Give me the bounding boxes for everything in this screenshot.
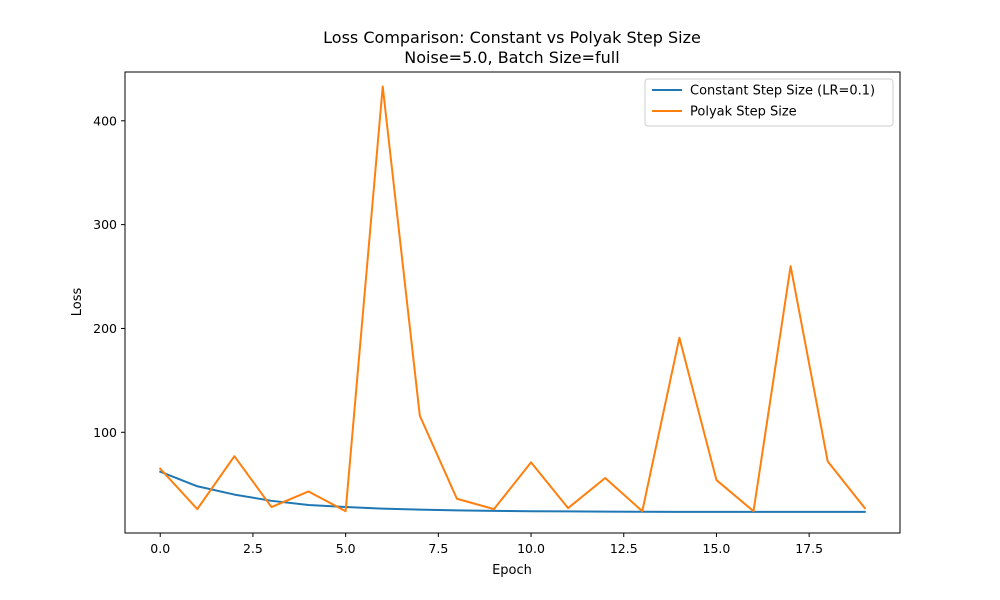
y-tick-label: 300 [93, 217, 117, 232]
chart-title-line2: Noise=5.0, Batch Size=full [404, 48, 619, 67]
y-tick-label: 100 [93, 425, 117, 440]
x-tick-label: 5.0 [336, 541, 356, 556]
x-tick-label: 15.0 [703, 541, 731, 556]
legend-box [644, 78, 894, 127]
legend-label-polyak: Polyak Step Size [690, 105, 797, 120]
x-tick-label: 2.5 [243, 541, 263, 556]
y-tick-label: 400 [93, 113, 117, 128]
x-tick-label: 12.5 [610, 541, 638, 556]
y-axis-label: Loss [70, 288, 85, 317]
series-line-polyak [158, 85, 867, 513]
x-tick-label: 10.0 [517, 541, 545, 556]
x-tick-label: 17.5 [795, 541, 823, 556]
x-axis-label: Epoch [492, 563, 532, 578]
y-tick-label: 200 [93, 321, 117, 336]
series-line-constant [158, 470, 866, 513]
plot-area [158, 85, 867, 513]
x-tick-label: 0.0 [150, 541, 170, 556]
legend-label-constant: Constant Step Size (LR=0.1) [690, 84, 875, 99]
plot-frame [124, 71, 901, 534]
legend: Constant Step Size (LR=0.1) Polyak Step … [644, 78, 894, 127]
chart-title-line1: Loss Comparison: Constant vs Polyak Step… [323, 28, 701, 47]
x-tick-label: 7.5 [428, 541, 448, 556]
